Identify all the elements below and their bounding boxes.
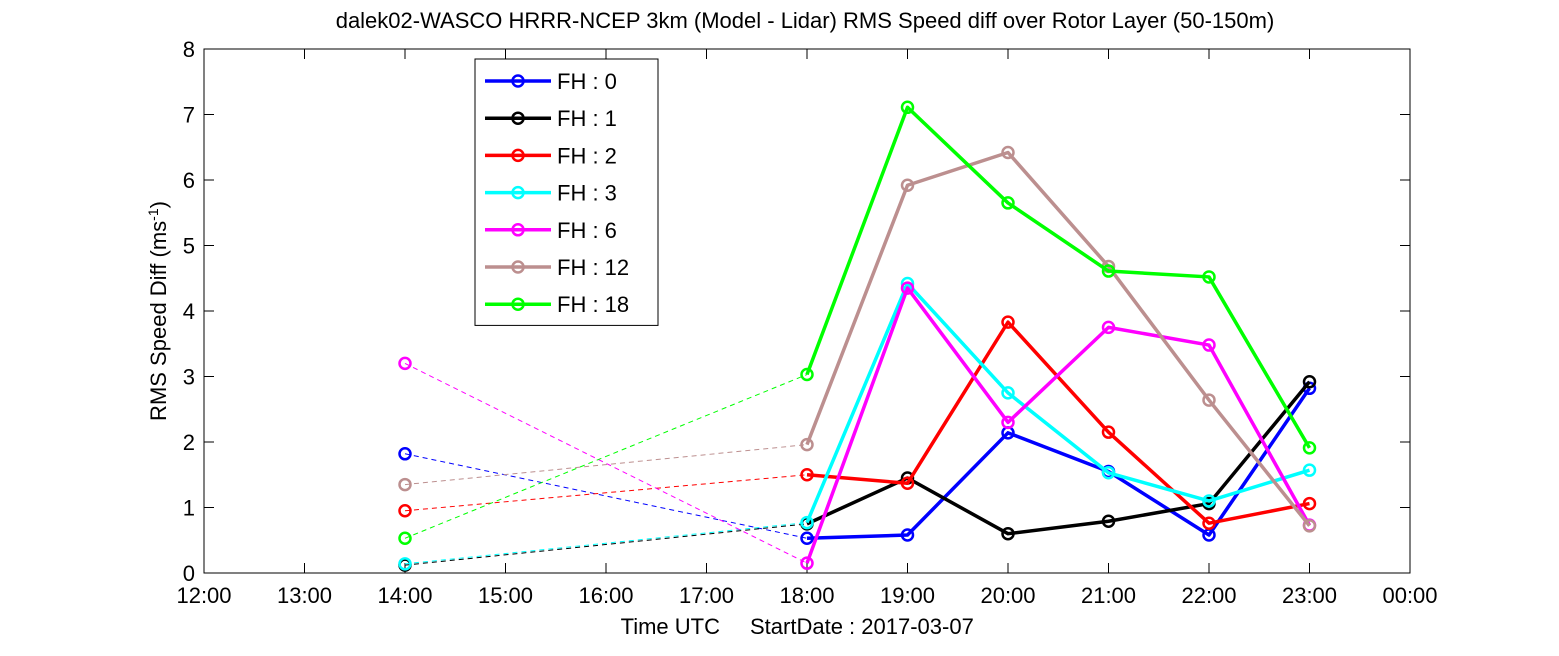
data-point [1001,315,1015,329]
data-point [1101,264,1116,278]
data-point [1202,516,1216,530]
series-line [805,150,1311,527]
legend-label: FH : 6 [557,218,617,243]
series-6 [398,100,1317,546]
data-point [1001,526,1015,541]
data-point [1202,494,1216,508]
x-tick-label: 14:00 [377,583,432,608]
data-point [800,515,814,530]
series-gap-line [404,362,808,564]
x-tick-label: 00:00 [1382,583,1437,608]
data-point [800,367,814,382]
data-point [1302,441,1317,455]
data-point [800,531,814,546]
y-tick-label: 0 [183,561,195,586]
y-tick-label: 4 [183,299,195,324]
x-axis-label: Time UTC [621,614,721,639]
x-tick-label: 22:00 [1181,583,1236,608]
series-line [805,286,1312,564]
data-point [800,556,814,570]
axes: 0 1 2 3 4 5 6 7 8 12:00 13:00 14:00 15:00 16:00 17:00 1… [176,37,1437,608]
x-tick-label: 20:00 [980,583,1035,608]
y-axis-label-sup: -1 [145,208,161,221]
legend-label: FH : 18 [557,292,629,317]
data-point [1302,374,1317,389]
y-tick-label: 5 [183,234,195,259]
chart-title: dalek02-WASCO HRRR-NCEP 3km (Model - Lid… [336,8,1275,33]
x-tick-label: 19:00 [880,583,935,608]
data-point [1202,393,1216,407]
data-point [398,447,412,461]
x-tick-label: 21:00 [1081,583,1136,608]
data-point [398,504,412,518]
data-point [1101,320,1116,335]
legend-marker [511,74,525,88]
x-tick-label: 15:00 [478,583,533,608]
x-tick-label: 18:00 [779,583,834,608]
data-point [900,100,915,115]
y-tick-label: 2 [183,430,195,455]
data-point [1101,514,1116,529]
data-point [1302,463,1317,477]
data-point [1202,338,1216,352]
series-line [806,380,1311,536]
x-axis-start-date: StartDate : 2017-03-07 [750,614,974,639]
data-point [398,356,412,371]
legend-marker [511,111,525,125]
series-gap-line [404,474,808,512]
data-point [398,557,412,571]
data-point [1001,196,1015,210]
data-point [1101,425,1116,439]
legend-marker [511,297,525,311]
y-tick-label: 7 [183,103,195,128]
data-point [1302,519,1317,533]
x-tick-label: 23:00 [1282,583,1337,608]
legend-marker [511,223,525,237]
data-point [1202,270,1216,284]
data-point [398,531,412,546]
y-tick-label: 1 [183,496,195,521]
legend-label: FH : 1 [557,106,617,131]
data-point [1001,145,1015,160]
legend-label: FH : 2 [557,143,617,168]
data-point [398,477,412,492]
x-tick-label: 17:00 [679,583,734,608]
x-tick-label: 13:00 [277,583,332,608]
x-tick-label: 16:00 [578,583,633,608]
data-point [900,281,915,295]
legend-label: FH : 3 [557,181,617,206]
data-point [1302,496,1317,511]
data-point [1101,466,1116,480]
legend-label: FH : 0 [557,69,617,94]
series-gap-line [404,374,808,539]
series-line [805,105,1312,449]
y-axis-label-main: RMS Speed Diff (ms [146,221,171,421]
y-tick-label: 3 [183,365,195,390]
y-axis-label-close: ) [146,201,171,208]
series-lines [398,100,1317,572]
x-tick-label: 12:00 [176,583,231,608]
legend: FH : 0 FH : 1 FH : 2 FH : 3 FH : 6 FH : 12 FH … [474,58,659,326]
y-axis-label: RMS Speed Diff (ms-1) [145,201,171,421]
series-line [806,387,1311,541]
data-point [1001,415,1015,430]
y-tick-label: 6 [183,168,195,193]
data-point [1001,386,1015,400]
legend-label: FH : 12 [557,255,629,280]
series-gap-line [404,523,808,566]
legend-marker [511,148,525,163]
legend-marker [511,185,525,200]
series-gap-line [404,453,808,539]
series-line [805,281,1311,524]
data-point [900,178,915,192]
series-gap-line [404,444,808,486]
data-point [900,476,915,491]
data-point [800,468,814,482]
legend-marker [511,260,525,274]
data-point [900,528,915,542]
y-tick-label: 8 [183,37,195,62]
data-point [800,437,814,452]
